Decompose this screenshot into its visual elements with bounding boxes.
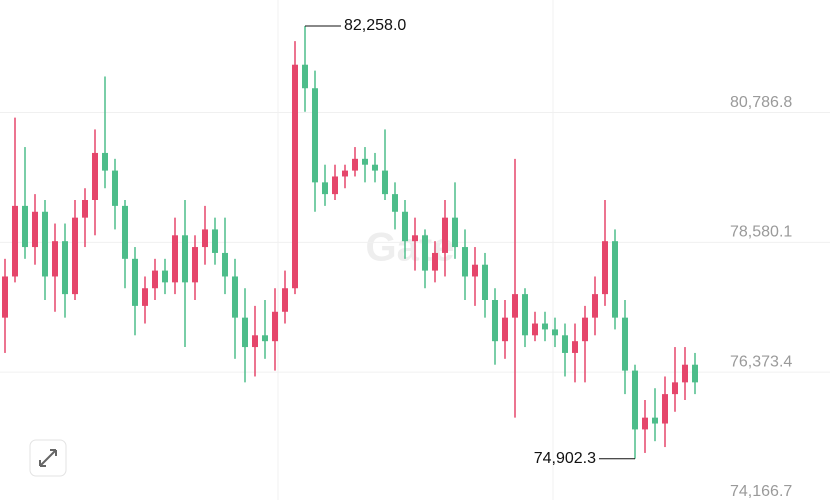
candle-body: [122, 205, 128, 259]
candle-body: [392, 194, 398, 212]
candle-body: [312, 88, 318, 183]
candle-body: [582, 317, 588, 342]
candle-body: [72, 217, 78, 295]
candle-body: [152, 270, 158, 289]
candle-body: [642, 417, 648, 430]
candle-body: [362, 158, 368, 165]
expand-icon[interactable]: [39, 449, 57, 467]
candle-body: [372, 164, 378, 171]
candle-body: [692, 364, 698, 383]
candle-body: [492, 300, 498, 342]
watermark: Gate: [366, 226, 455, 270]
candle-body: [22, 205, 28, 248]
candle-body: [682, 364, 688, 383]
candle-body: [272, 311, 278, 342]
candle-body: [262, 335, 268, 342]
candle-body: [472, 264, 478, 277]
candle-body: [352, 158, 358, 171]
y-tick-label: 78,580.1: [730, 224, 792, 241]
candle-body: [132, 258, 138, 306]
candle-body: [562, 335, 568, 353]
candle-body: [12, 205, 18, 277]
candle-body: [222, 252, 228, 277]
candle-body: [632, 370, 638, 430]
candle-body: [172, 235, 178, 283]
candle-body: [502, 317, 508, 342]
candle-body: [572, 341, 578, 353]
candle-body: [432, 252, 438, 271]
candle-body: [652, 417, 658, 424]
candle-body: [532, 323, 538, 336]
candle-body: [292, 64, 298, 289]
candle-body: [202, 229, 208, 248]
candle-body: [612, 241, 618, 318]
candle-body: [252, 335, 258, 348]
candle-body: [672, 382, 678, 395]
expand-button[interactable]: [29, 439, 67, 477]
candle-body: [2, 276, 8, 318]
candle-body: [52, 241, 58, 277]
y-tick-label: 76,373.4: [730, 353, 792, 370]
candle-body: [512, 294, 518, 318]
candle-body: [442, 217, 448, 253]
extreme-label: 82,258.0: [344, 17, 406, 34]
candle-body: [592, 294, 598, 318]
candle-body: [142, 288, 148, 306]
candle-body: [162, 270, 168, 283]
y-tick-label: 80,786.8: [730, 94, 792, 111]
extreme-label: 74,902.3: [534, 450, 596, 467]
candle-body: [552, 329, 558, 336]
candle-body: [662, 394, 668, 424]
candle-body: [482, 264, 488, 300]
candle-body: [62, 241, 68, 295]
y-tick-label: 74,166.7: [730, 483, 792, 500]
candle-body: [32, 211, 38, 248]
candle-body: [182, 235, 188, 283]
candle-body: [422, 235, 428, 271]
candle-body: [232, 276, 238, 318]
candle-body: [462, 247, 468, 277]
candle-body: [402, 211, 408, 242]
candle-body: [212, 229, 218, 253]
candle-body: [92, 152, 98, 200]
candle-body: [412, 235, 418, 242]
candle-body: [522, 294, 528, 336]
candle-body: [242, 317, 248, 348]
candle-body: [42, 211, 48, 277]
candle-body: [192, 247, 198, 283]
candle-body: [382, 170, 388, 195]
candle-body: [102, 152, 108, 171]
candle-body: [542, 323, 548, 330]
candle-body: [282, 288, 288, 312]
candle-body: [602, 241, 608, 295]
candle-body: [452, 217, 458, 248]
candle-body: [622, 317, 628, 371]
candle-body: [332, 176, 338, 195]
candle-body: [322, 182, 328, 195]
candle-body: [112, 170, 118, 206]
candle-body: [82, 200, 88, 218]
candle-body: [342, 170, 348, 177]
candle-body: [302, 64, 308, 89]
